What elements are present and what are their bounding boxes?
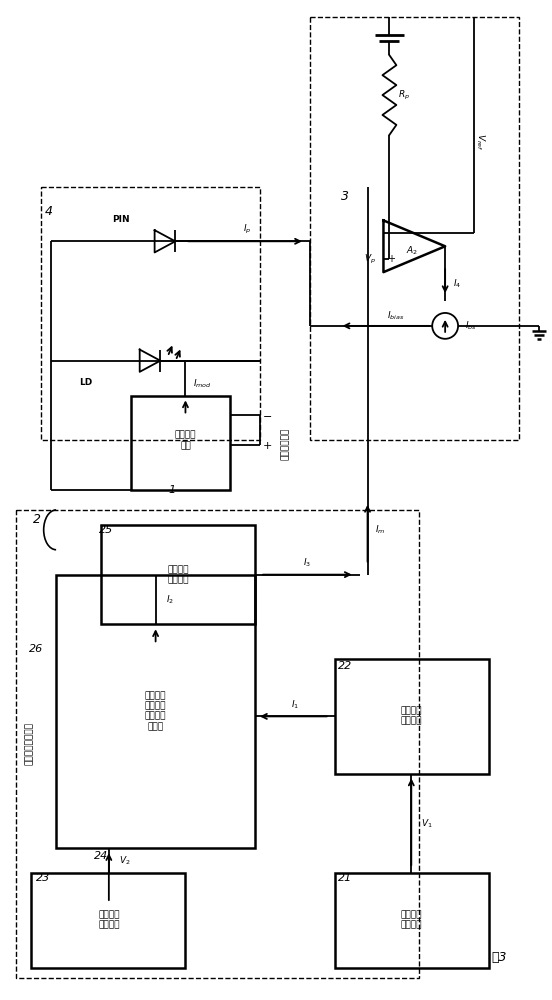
Text: 24: 24 (94, 851, 108, 861)
Text: $I_1$: $I_1$ (291, 698, 299, 711)
Text: 26: 26 (29, 644, 44, 654)
Text: 图3: 图3 (491, 951, 507, 964)
Bar (31, 873, 185, 968)
Text: $I_p$: $I_p$ (243, 223, 252, 236)
Text: $I_{bias}$: $I_{bias}$ (386, 310, 404, 322)
Text: $I_{mod}$: $I_{mod}$ (193, 377, 212, 390)
Text: 差分输入信号: 差分输入信号 (280, 428, 289, 460)
Bar (56, 575, 255, 848)
Text: 2: 2 (33, 513, 41, 526)
Text: $V_1$: $V_1$ (421, 817, 433, 830)
Text: 22: 22 (337, 661, 352, 671)
Text: $I_m$: $I_m$ (375, 524, 386, 536)
Text: 1: 1 (168, 485, 176, 495)
Text: 21: 21 (337, 873, 352, 883)
Bar (17, 510, 420, 978)
Text: LD: LD (79, 378, 93, 387)
Text: 补偿力度
控制单元: 补偿力度 控制单元 (168, 565, 189, 584)
Text: $I_2$: $I_2$ (166, 593, 174, 606)
Text: +: + (388, 254, 395, 264)
Text: 基准电流
产生单元: 基准电流 产生单元 (401, 706, 422, 726)
Text: 补偿阈值
温度和补
偿电流产
生单元: 补偿阈值 温度和补 偿电流产 生单元 (145, 691, 166, 731)
Bar (310, 17, 519, 440)
Text: $V_2$: $V_2$ (119, 854, 130, 867)
Text: $V_{ref}$: $V_{ref}$ (474, 133, 486, 151)
Text: $+$: $+$ (262, 440, 272, 451)
Text: 4: 4 (45, 205, 53, 218)
Text: $V_p$: $V_p$ (364, 253, 375, 266)
Text: $I_{bs}$: $I_{bs}$ (465, 320, 477, 332)
Text: PIN: PIN (112, 215, 130, 224)
Text: $I_4$: $I_4$ (453, 278, 461, 290)
Bar (131, 396, 230, 490)
Text: $I_3$: $I_3$ (303, 556, 311, 569)
Text: 激光驱动
电路: 激光驱动 电路 (174, 431, 196, 450)
Bar (41, 187, 260, 440)
Bar (335, 873, 489, 968)
Text: 25: 25 (99, 525, 113, 535)
Text: 3: 3 (341, 190, 349, 203)
Bar (101, 525, 255, 624)
Text: 参考电压
产生单元: 参考电压 产生单元 (98, 910, 120, 930)
Text: 补偿电流产生单元: 补偿电流产生单元 (25, 722, 34, 765)
Bar (335, 659, 489, 774)
Text: $R_p$: $R_p$ (399, 88, 410, 102)
Text: $-$: $-$ (262, 410, 272, 420)
Text: $A_2$: $A_2$ (406, 244, 418, 257)
Text: 23: 23 (36, 873, 50, 883)
Text: 基准电压
产生单元: 基准电压 产生单元 (401, 910, 422, 930)
